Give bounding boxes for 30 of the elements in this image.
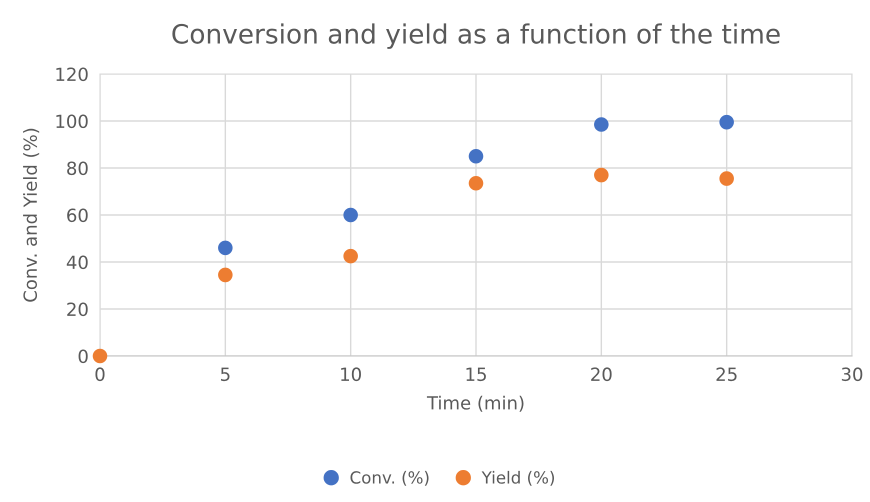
x-axis-title: Time (min)	[426, 396, 524, 412]
y-tick-label: 20	[67, 302, 88, 316]
point	[719, 114, 734, 130]
x-tick-label: 10	[341, 367, 361, 382]
point	[343, 208, 358, 222]
y-tick-label: 100	[56, 114, 88, 128]
y-tick-label: 40	[66, 255, 88, 270]
y-tick-label: 80	[67, 161, 88, 176]
legend-label: Yield (%)	[482, 470, 554, 486]
x-tick-label: 15	[466, 368, 486, 382]
y-tick-label: 60	[67, 208, 88, 222]
x-tick-label: 0	[95, 367, 105, 382]
point	[594, 168, 609, 182]
y-axis-title: Conv. and Yield (%)	[23, 128, 40, 302]
point	[468, 176, 484, 191]
y-tick-label: 120	[56, 67, 88, 82]
point	[218, 240, 233, 256]
point	[594, 117, 609, 132]
legend-label: Conv. (%)	[350, 470, 429, 486]
x-tick-label: 5	[220, 368, 230, 382]
y-tick-label: 0	[78, 349, 88, 364]
point	[343, 248, 358, 264]
x-tick-label: 25	[716, 367, 737, 382]
x-tick-label: 30	[842, 367, 862, 382]
x-tick-label: 20	[591, 367, 612, 382]
chart-title: Conversion and yield as a function of the time	[172, 23, 780, 49]
point	[218, 268, 233, 282]
point	[468, 148, 484, 164]
point	[92, 348, 108, 364]
point	[719, 171, 734, 186]
